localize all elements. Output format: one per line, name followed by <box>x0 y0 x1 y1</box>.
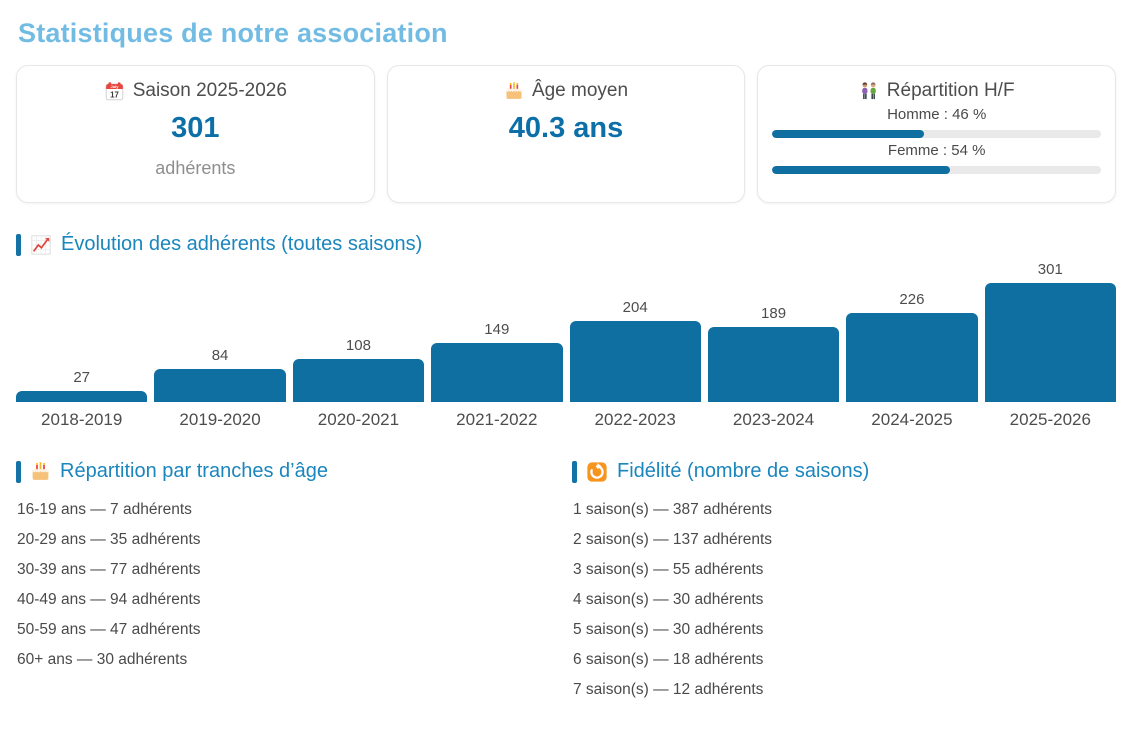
list-item: 60+ ans — 30 adhérents <box>17 651 188 668</box>
gender-split-card-header: Répartition H/F <box>772 80 1101 102</box>
bar <box>154 368 286 402</box>
bar-column: 226 <box>846 290 978 402</box>
x-axis-label: 2022-2023 <box>594 410 676 429</box>
bar-column: 189 <box>707 305 840 402</box>
gender-row: Femme : 54 % <box>772 142 1102 174</box>
bar <box>707 327 840 402</box>
fidelity-section: Fidélité (nombre de saisons) 1 saison(s)… <box>572 460 1116 705</box>
list-item: 7 saison(s) — 12 adhérents <box>573 681 764 698</box>
bar-value-label: 84 <box>211 346 229 364</box>
season-card-title: Saison 2025-2026 <box>132 80 287 101</box>
average-age-card: Âge moyen 40.3 ans <box>386 65 746 203</box>
people-icon <box>859 81 879 101</box>
fidelity-section-header: Fidélité (nombre de saisons) <box>572 460 1116 483</box>
x-axis-label: 2024-2025 <box>871 410 953 429</box>
bar-column: 301 <box>984 261 1116 402</box>
average-age-card-header: Âge moyen <box>402 80 731 102</box>
list-item: 4 saison(s) — 30 adhérents <box>573 591 764 608</box>
header-accent-bar <box>16 233 21 256</box>
age-distribution-section: Répartition par tranches d’âge 16-19 ans… <box>16 460 560 705</box>
list-item: 40-49 ans — 94 adhérents <box>17 591 201 608</box>
bar <box>846 312 978 402</box>
x-labels-row: 2018-2019 2019-2020 2020-2021 2021-2022 2022… <box>16 410 1116 430</box>
gender-label: Homme : 46 % <box>887 106 987 123</box>
x-axis-label: 2018-2019 <box>41 410 123 429</box>
age-section-title: Répartition par tranches d’âge <box>60 460 328 482</box>
progress-track <box>772 166 1102 174</box>
bars-row: 27 84 108 149 204 189 226 301 <box>16 258 1116 402</box>
age-list: 16-19 ans — 7 adhérents 20-29 ans — 35 ad… <box>17 495 560 675</box>
bar <box>431 343 563 402</box>
list-item: 2 saison(s) — 137 adhérents <box>573 531 773 548</box>
bar <box>292 359 425 402</box>
gender-split-card: Répartition H/F Homme : 46 % Femme : 54 % <box>757 65 1117 203</box>
season-card: July 17 Saison 2025-2026 301 adhérents <box>16 65 375 203</box>
stat-cards-row: July 17 Saison 2025-2026 301 adhérents <box>16 65 1117 203</box>
x-axis-label: 2020-2021 <box>317 410 400 429</box>
average-age-value: 40.3 ans <box>508 112 624 144</box>
list-item: 30-39 ans — 77 adhérents <box>17 561 201 578</box>
svg-text:17: 17 <box>110 90 119 99</box>
bar-value-label: 226 <box>899 290 925 308</box>
bar-value-label: 204 <box>622 299 648 317</box>
stats-page: Statistiques de notre association July 1… <box>0 18 1132 705</box>
bottom-sections: Répartition par tranches d’âge 16-19 ans… <box>16 460 1116 705</box>
x-axis-label: 2023-2024 <box>732 410 815 429</box>
progress-fill <box>772 130 924 138</box>
evolution-section-header: Évolution des adhérents (toutes saisons) <box>16 233 1116 256</box>
season-member-count: 301 <box>171 112 220 144</box>
header-accent-bar <box>572 460 577 483</box>
bar-column: 108 <box>292 337 425 402</box>
bar-value-label: 108 <box>345 337 371 355</box>
list-item: 20-29 ans — 35 adhérents <box>17 531 201 548</box>
progress-track <box>772 130 1102 138</box>
list-item: 5 saison(s) — 30 adhérents <box>573 621 764 638</box>
list-item: 50-59 ans — 47 adhérents <box>17 621 201 638</box>
season-member-unit: adhérents <box>155 158 236 178</box>
age-section-header: Répartition par tranches d’âge <box>16 460 560 483</box>
members-evolution-chart: 27 84 108 149 204 189 226 301 2018-2019 2019-202… <box>16 258 1116 430</box>
evolution-section-title: Évolution des adhérents (toutes saisons) <box>61 233 423 255</box>
gender-rows: Homme : 46 % Femme : 54 % <box>772 106 1102 174</box>
list-item: 16-19 ans — 7 adhérents <box>17 501 192 518</box>
gender-split-card-title: Répartition H/F <box>886 80 1015 101</box>
average-age-card-title: Âge moyen <box>531 80 629 101</box>
bar-value-label: 27 <box>73 369 91 387</box>
x-axis-label: 2025-2026 <box>1009 410 1091 429</box>
bar <box>984 283 1116 402</box>
bar <box>16 391 148 402</box>
chart-up-icon <box>30 234 52 256</box>
svg-text:July: July <box>110 84 119 89</box>
cake-icon <box>30 461 51 482</box>
header-accent-bar <box>16 460 21 483</box>
bar-value-label: 301 <box>1037 261 1063 278</box>
page-title: Statistiques de notre association <box>18 18 448 48</box>
fidelity-section-title: Fidélité (nombre de saisons) <box>617 460 870 482</box>
repeat-icon <box>586 461 608 483</box>
fidelity-list: 1 saison(s) — 387 adhérents 2 saison(s) —… <box>573 495 1116 705</box>
cake-icon <box>504 81 524 101</box>
x-axis-label: 2019-2020 <box>179 410 261 429</box>
bar-value-label: 149 <box>484 321 510 339</box>
bar-column: 27 <box>16 369 148 402</box>
season-card-header: July 17 Saison 2025-2026 <box>31 80 360 102</box>
bar-column: 204 <box>569 299 701 402</box>
progress-fill <box>772 166 950 174</box>
bar-column: 84 <box>154 346 286 402</box>
bar-value-label: 189 <box>761 305 787 323</box>
bar <box>569 321 701 402</box>
x-axis-label: 2021-2022 <box>456 410 538 429</box>
gender-label: Femme : 54 % <box>887 142 986 159</box>
list-item: 1 saison(s) — 387 adhérents <box>573 501 773 518</box>
bar-column: 149 <box>431 321 563 402</box>
list-item: 6 saison(s) — 18 adhérents <box>573 651 764 668</box>
gender-row: Homme : 46 % <box>772 106 1102 138</box>
list-item: 3 saison(s) — 55 adhérents <box>573 561 764 578</box>
calendar-icon: July 17 <box>104 81 125 102</box>
